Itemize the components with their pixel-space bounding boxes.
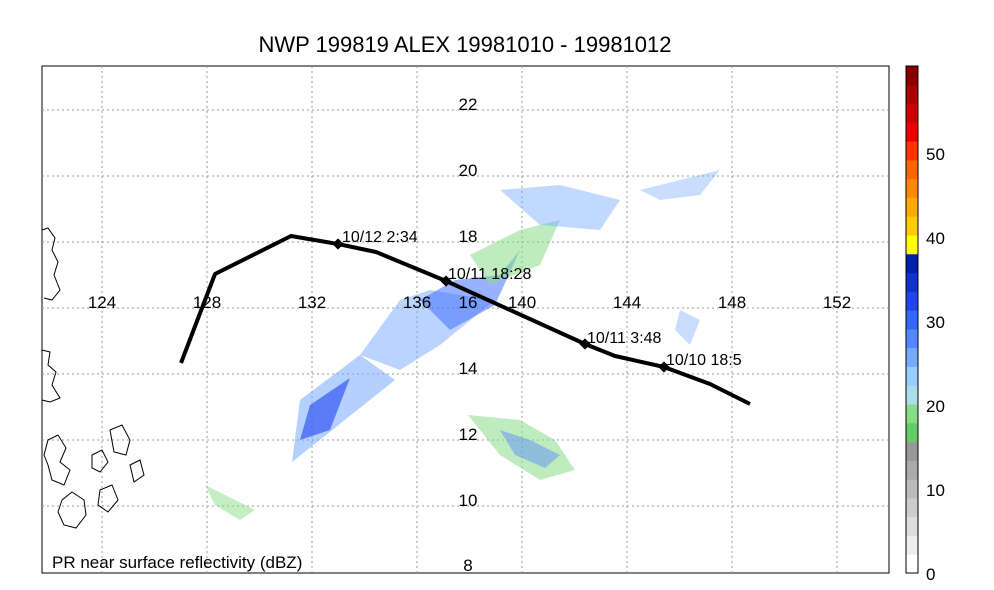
colorbar-cell	[906, 216, 918, 236]
lon-label: 152	[823, 293, 851, 312]
colorbar-cell	[906, 516, 918, 536]
lat-label: 18	[459, 227, 478, 246]
colorbar-cell	[906, 197, 918, 217]
lon-label: 140	[508, 293, 536, 312]
colorbar-cell	[906, 347, 918, 367]
colorbar-cell	[906, 159, 918, 180]
lat-label: 20	[459, 161, 478, 180]
colorbar-cell	[906, 122, 918, 142]
colorbar-cell	[906, 66, 918, 86]
colorbar-tick-label: 20	[926, 397, 945, 416]
colorbar-tick-label: 50	[926, 145, 945, 164]
colorbar-cell	[906, 422, 918, 443]
lon-label: 124	[88, 293, 116, 312]
colorbar-tick-label: 40	[926, 229, 945, 248]
colorbar-cell	[906, 272, 918, 292]
colorbar-cell	[906, 328, 918, 349]
colorbar-cell	[906, 554, 918, 574]
lat-label: 22	[459, 95, 478, 114]
lon-label: 136	[403, 293, 431, 312]
colorbar-cell	[906, 535, 918, 555]
track-marker	[579, 338, 591, 350]
lat-label: 12	[459, 425, 478, 444]
colorbar-cell	[906, 479, 918, 499]
colorbar-tick-label: 10	[926, 481, 945, 500]
colorbar: 0 10 20 30 40 50	[905, 65, 945, 584]
colorbar-cell	[906, 460, 918, 480]
colorbar-cell	[906, 235, 918, 255]
track-marker	[658, 361, 670, 373]
track-label: 10/12 2:34	[342, 229, 418, 246]
colorbar-cell	[906, 141, 918, 161]
colorbar-cell	[906, 404, 918, 424]
lon-label: 128	[193, 293, 221, 312]
track-markers	[332, 238, 670, 373]
colorbar-frame	[905, 65, 919, 574]
colorbar-cell	[906, 366, 918, 386]
track-marker	[332, 238, 344, 250]
track-label: 10/10 18:5	[666, 352, 742, 369]
reflectivity-swaths	[205, 170, 720, 520]
colorbar-cell	[906, 310, 918, 330]
longitude-labels: 124 128 132 136 140 144 148 152	[88, 293, 851, 312]
colorbar-cell	[906, 103, 918, 123]
lon-label: 132	[298, 293, 326, 312]
map-title: NWP 199819 ALEX 19981010 - 19981012	[258, 32, 672, 57]
colorbar-cell	[906, 441, 918, 461]
lon-label: 144	[613, 293, 641, 312]
colorbar-tick-label: 0	[926, 565, 935, 584]
colorbar-tick-label: 30	[926, 313, 945, 332]
track-label: 10/11 3:48	[587, 330, 662, 347]
latitude-labels: 8 10 12 14 16 18 20 22	[459, 95, 478, 575]
colorbar-cell	[906, 84, 918, 105]
colorbar-cell	[906, 253, 918, 274]
track-label: 10/11 18:28	[448, 266, 531, 283]
lat-label: 14	[459, 359, 478, 378]
lon-label: 148	[718, 293, 746, 312]
colorbar-cell	[906, 385, 918, 405]
colorbar-cell	[906, 497, 918, 518]
colorbar-cells	[906, 66, 918, 574]
coastline	[41, 227, 145, 529]
gridlines	[42, 66, 889, 573]
lat-label: 8	[463, 556, 472, 575]
footer-label: PR near surface reflectivity (dBZ)	[52, 553, 302, 572]
track-marker	[440, 275, 452, 287]
lat-label: 10	[459, 491, 478, 510]
colorbar-cell	[906, 178, 918, 198]
lat-label: 16	[459, 293, 478, 312]
colorbar-cell	[906, 291, 918, 311]
